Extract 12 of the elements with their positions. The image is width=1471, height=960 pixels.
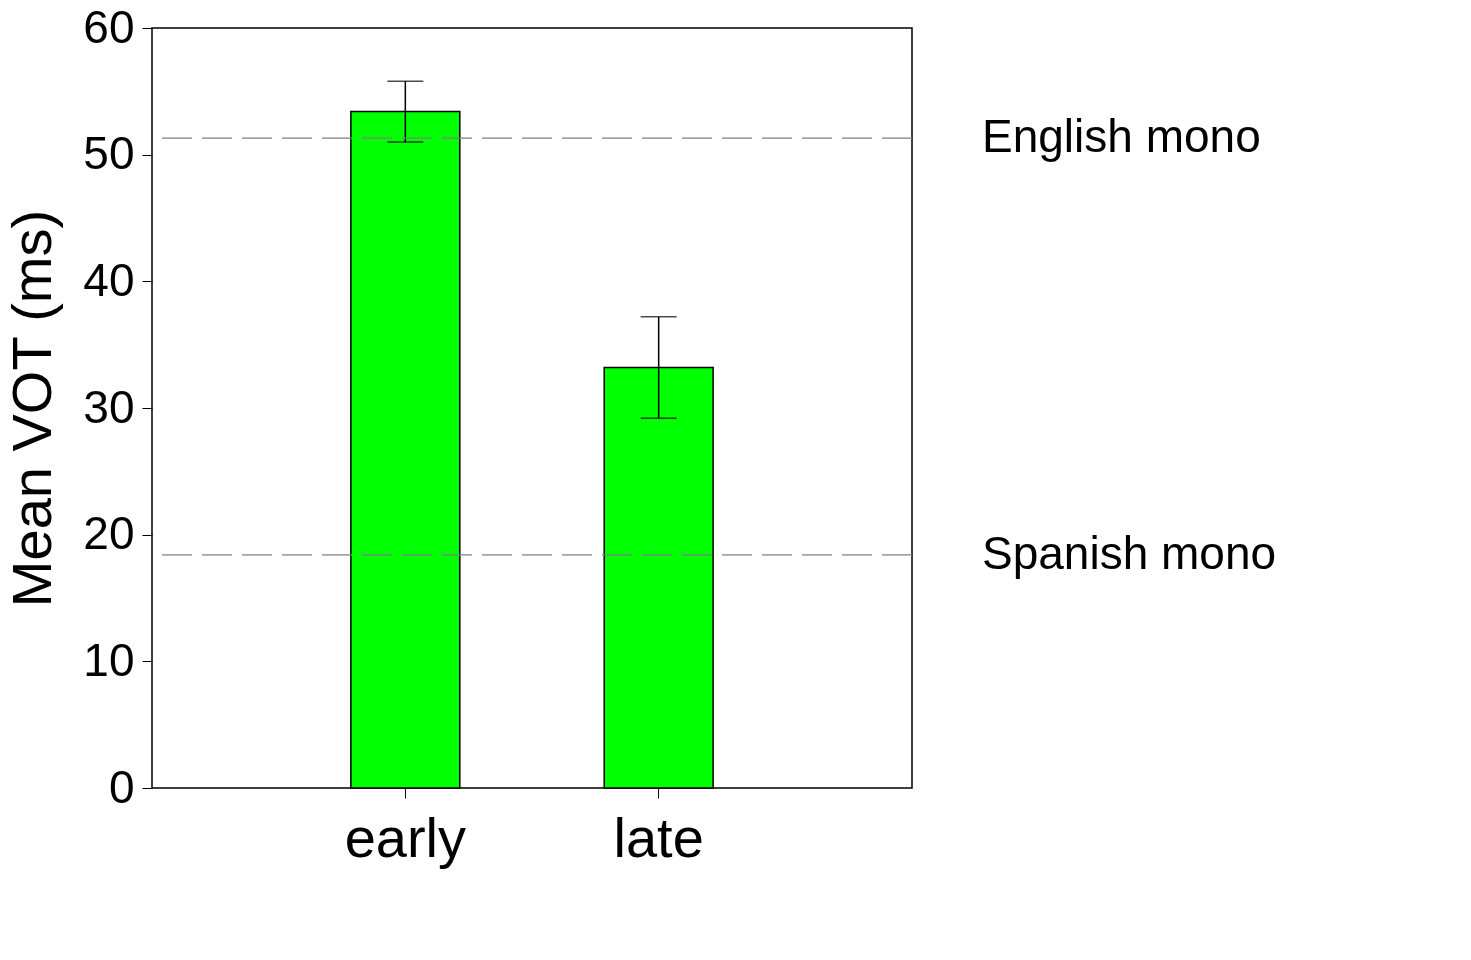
y-tick-label: 30	[83, 380, 135, 433]
ref-line-label: English mono	[982, 110, 1261, 163]
y-axis-title: Mean VOT (ms)	[0, 209, 64, 608]
x-tick-label: late	[613, 805, 704, 869]
x-tick-label: early	[344, 805, 467, 869]
y-tick-label: 40	[83, 253, 135, 306]
y-tick-label: 20	[83, 507, 135, 560]
y-tick-label: 0	[108, 760, 135, 813]
y-tick-label: 60	[83, 0, 135, 53]
y-tick-label: 10	[83, 633, 135, 686]
y-tick-label: 50	[83, 127, 135, 180]
ref-line-label: Spanish mono	[982, 526, 1277, 579]
